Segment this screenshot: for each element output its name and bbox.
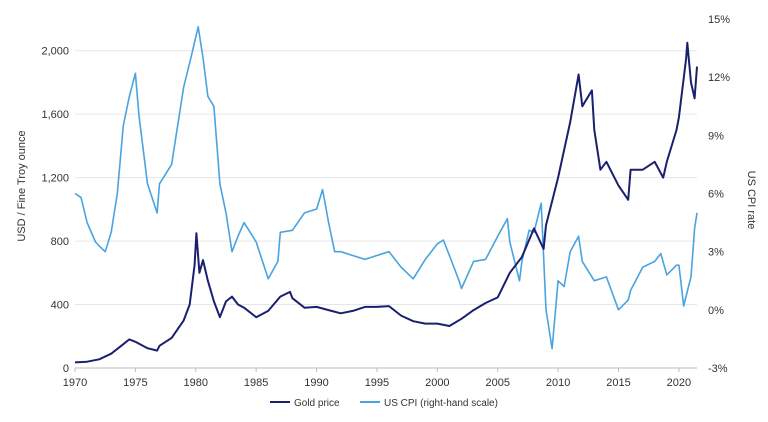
y2-tick-label: 15% xyxy=(708,14,730,26)
x-tick-label: 1980 xyxy=(184,377,208,389)
y-tick-label: 2,000 xyxy=(41,46,69,58)
x-tick-label: 1975 xyxy=(123,377,147,389)
y-tick-label: 800 xyxy=(51,236,69,248)
series-line-gold-price xyxy=(74,41,698,364)
series-lines xyxy=(74,26,698,364)
x-tick-label: 2000 xyxy=(425,377,449,389)
legend-label-gold-price: Gold price xyxy=(294,398,340,409)
y-tick-label: 1,600 xyxy=(41,109,69,121)
y2-tick-label: 3% xyxy=(708,247,724,259)
y-tick-label: 1,200 xyxy=(41,173,69,185)
right-y-axis-title: US CPI rate xyxy=(745,171,757,230)
left-y-axis-ticks: 0 400 800 1,200 1,600 2,000 xyxy=(41,46,69,375)
x-tick-label: 1970 xyxy=(63,377,87,389)
x-tick-label: 1985 xyxy=(244,377,268,389)
x-tick-label: 1990 xyxy=(304,377,328,389)
left-y-axis-title: USD / Fine Troy ounce xyxy=(16,130,28,241)
y2-tick-label: 12% xyxy=(708,72,730,84)
x-tick-label: 2020 xyxy=(667,377,691,389)
y2-tick-label: 9% xyxy=(708,130,724,142)
x-tick-label: 2005 xyxy=(485,377,509,389)
right-y-axis-ticks: -3% 0% 3% 6% 9% 12% 15% xyxy=(708,14,730,375)
legend-label-us-cpi: US CPI (right-hand scale) xyxy=(384,398,498,409)
legend: Gold price US CPI (right-hand scale) xyxy=(270,398,498,409)
x-axis-ticks: 1970 1975 1980 1985 1990 1995 2000 2005 2010 2015… xyxy=(63,368,691,389)
gridlines xyxy=(75,50,697,369)
x-tick-label: 1995 xyxy=(365,377,389,389)
y-tick-label: 400 xyxy=(51,300,69,312)
x-tick-label: 2015 xyxy=(606,377,630,389)
series-line-us-cpi xyxy=(74,26,698,350)
y2-tick-label: -3% xyxy=(708,363,728,375)
y2-tick-label: 6% xyxy=(708,189,724,201)
y-tick-label: 0 xyxy=(63,363,69,375)
y2-tick-label: 0% xyxy=(708,305,724,317)
x-tick-label: 2010 xyxy=(546,377,570,389)
